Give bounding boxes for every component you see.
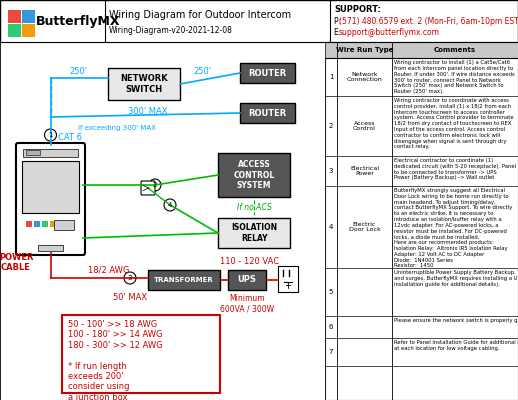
FancyBboxPatch shape xyxy=(8,24,21,37)
FancyBboxPatch shape xyxy=(228,270,266,290)
Text: 7: 7 xyxy=(329,349,333,355)
Circle shape xyxy=(124,272,136,284)
FancyBboxPatch shape xyxy=(148,270,220,290)
Text: 1: 1 xyxy=(48,132,53,138)
Text: E:: E: xyxy=(334,28,343,37)
Text: Electrical
Power: Electrical Power xyxy=(350,166,379,176)
Text: 4: 4 xyxy=(168,202,172,208)
Circle shape xyxy=(45,129,56,141)
Text: support@butterflymx.com: support@butterflymx.com xyxy=(339,28,440,37)
Text: Wiring Diagram for Outdoor Intercom: Wiring Diagram for Outdoor Intercom xyxy=(109,10,291,20)
FancyBboxPatch shape xyxy=(218,218,290,248)
Text: 1: 1 xyxy=(329,74,333,80)
FancyBboxPatch shape xyxy=(325,42,518,58)
Text: Wire Run Type: Wire Run Type xyxy=(336,47,393,53)
Text: Wiring contractor to install (1) a Cat5e/Cat6
from each Intercom panel location : Wiring contractor to install (1) a Cat5e… xyxy=(394,60,515,94)
Text: ButterflyMX strongly suggest all Electrical
Door Lock wiring to be home run dire: ButterflyMX strongly suggest all Electri… xyxy=(394,188,512,268)
Text: CAT 6: CAT 6 xyxy=(59,132,82,142)
Text: Electric
Door Lock: Electric Door Lock xyxy=(349,222,380,232)
Circle shape xyxy=(149,179,161,191)
FancyBboxPatch shape xyxy=(0,42,325,400)
Text: Comments: Comments xyxy=(434,47,476,53)
Text: Please ensure the network switch is properly grounded.: Please ensure the network switch is prop… xyxy=(394,318,518,323)
FancyBboxPatch shape xyxy=(26,221,32,227)
Text: 6: 6 xyxy=(329,324,333,330)
Text: If no ACS: If no ACS xyxy=(237,203,271,212)
FancyBboxPatch shape xyxy=(278,266,298,292)
Circle shape xyxy=(164,199,176,211)
FancyBboxPatch shape xyxy=(23,149,78,157)
FancyBboxPatch shape xyxy=(8,10,21,23)
Text: ROUTER: ROUTER xyxy=(248,68,286,78)
Text: ROUTER: ROUTER xyxy=(248,108,286,118)
Text: 250': 250' xyxy=(69,68,87,76)
FancyBboxPatch shape xyxy=(42,221,48,227)
FancyBboxPatch shape xyxy=(38,245,63,251)
FancyBboxPatch shape xyxy=(34,221,40,227)
Text: SUPPORT:: SUPPORT: xyxy=(334,5,381,14)
Text: ACCESS
CONTROL
SYSTEM: ACCESS CONTROL SYSTEM xyxy=(234,160,275,190)
FancyBboxPatch shape xyxy=(54,220,74,230)
Text: 300' MAX: 300' MAX xyxy=(128,108,167,116)
Text: If exceeding 300' MAX: If exceeding 300' MAX xyxy=(78,125,156,131)
FancyBboxPatch shape xyxy=(50,221,56,227)
FancyBboxPatch shape xyxy=(26,150,40,155)
FancyBboxPatch shape xyxy=(141,181,155,195)
Text: 2: 2 xyxy=(329,123,333,129)
Text: TRANSFORMER: TRANSFORMER xyxy=(154,277,214,283)
Text: Uninterruptible Power Supply Battery Backup. To prevent voltage drops
and surges: Uninterruptible Power Supply Battery Bac… xyxy=(394,270,518,286)
Text: Electrical contractor to coordinate (1)
dedicated circuit (with 5-20 receptacle): Electrical contractor to coordinate (1) … xyxy=(394,158,516,180)
Text: Wiring contractor to coordinate with access
control provider, install (1) x 18/2: Wiring contractor to coordinate with acc… xyxy=(394,98,514,149)
Text: POWER
CABLE: POWER CABLE xyxy=(0,253,33,272)
Text: 5: 5 xyxy=(329,289,333,295)
Text: ISOLATION
RELAY: ISOLATION RELAY xyxy=(231,223,277,243)
FancyBboxPatch shape xyxy=(16,143,85,255)
Text: 4: 4 xyxy=(329,224,333,230)
Text: 3: 3 xyxy=(128,275,132,281)
FancyBboxPatch shape xyxy=(62,315,220,393)
Text: ButterflyMX: ButterflyMX xyxy=(36,14,121,28)
FancyBboxPatch shape xyxy=(325,42,518,400)
Text: P:: P: xyxy=(334,17,343,26)
FancyBboxPatch shape xyxy=(240,103,295,123)
FancyBboxPatch shape xyxy=(240,63,295,83)
Text: 250': 250' xyxy=(193,68,211,76)
Text: Wiring-Diagram-v20-2021-12-08: Wiring-Diagram-v20-2021-12-08 xyxy=(109,26,233,35)
Text: 110 - 120 VAC: 110 - 120 VAC xyxy=(221,256,280,266)
Text: Minimum
600VA / 300W: Minimum 600VA / 300W xyxy=(220,294,274,314)
Text: Network
Connection: Network Connection xyxy=(347,72,382,82)
FancyBboxPatch shape xyxy=(108,68,180,100)
Text: Refer to Panel Installation Guide for additional details. Leave 6' service loop
: Refer to Panel Installation Guide for ad… xyxy=(394,340,518,351)
FancyBboxPatch shape xyxy=(22,24,35,37)
Text: NETWORK
SWITCH: NETWORK SWITCH xyxy=(120,74,168,94)
FancyBboxPatch shape xyxy=(22,10,35,23)
Text: 2: 2 xyxy=(153,182,157,188)
Text: (571) 480.6579 ext. 2 (Mon-Fri, 6am-10pm EST): (571) 480.6579 ext. 2 (Mon-Fri, 6am-10pm… xyxy=(339,17,518,26)
Text: UPS: UPS xyxy=(238,276,256,284)
FancyBboxPatch shape xyxy=(218,153,290,197)
Text: 50' MAX: 50' MAX xyxy=(113,293,147,302)
Text: 50 - 100' >> 18 AWG
100 - 180' >> 14 AWG
180 - 300' >> 12 AWG

* If run length
e: 50 - 100' >> 18 AWG 100 - 180' >> 14 AWG… xyxy=(68,320,163,400)
Text: Access
Control: Access Control xyxy=(353,121,376,131)
Text: 3: 3 xyxy=(329,168,333,174)
FancyBboxPatch shape xyxy=(22,161,79,213)
Text: 18/2 AWG: 18/2 AWG xyxy=(88,266,130,274)
